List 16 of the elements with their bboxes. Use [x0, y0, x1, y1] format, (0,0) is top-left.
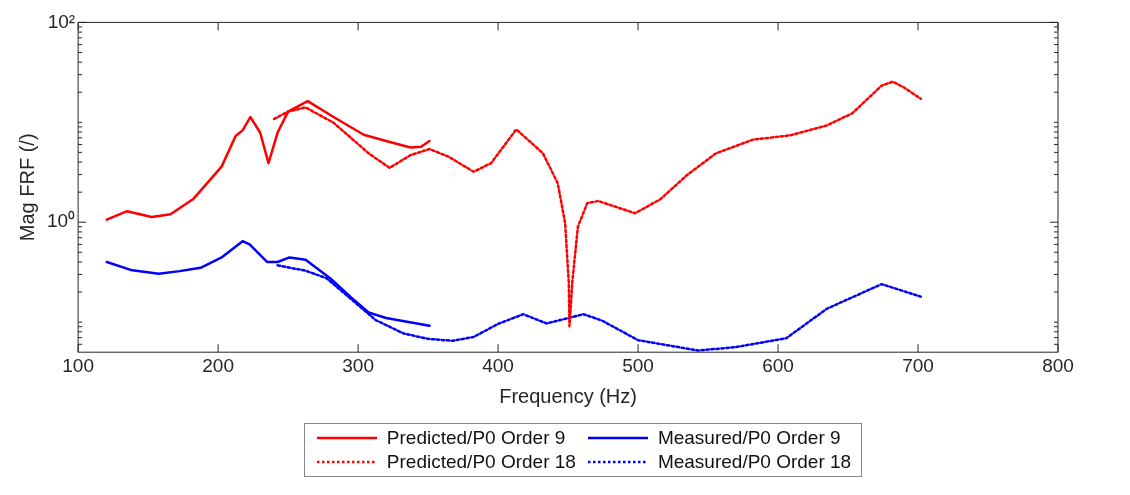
x-tick-label: 600	[762, 354, 794, 376]
y-tick-label: 10²	[47, 10, 76, 32]
x-tick-label: 300	[342, 354, 374, 376]
x-tick-label: 500	[622, 354, 654, 376]
x-tick-label: 400	[482, 354, 514, 376]
x-tick-label: 100	[62, 354, 94, 376]
x-tick-label: 800	[1042, 354, 1074, 376]
legend-label: Predicted/P0 Order 18	[386, 451, 576, 473]
y-axis-title: Mag FRF (/)	[15, 133, 38, 242]
x-tick-label: 200	[202, 354, 234, 376]
x-tick-label: 700	[902, 354, 934, 376]
legend-label: Predicted/P0 Order 9	[386, 427, 566, 449]
x-axis-title: Frequency (Hz)	[499, 384, 637, 407]
y-tick-label: 10⁰	[46, 210, 76, 232]
legend-label: Measured/P0 Order 9	[657, 427, 841, 449]
legend-label: Measured/P0 Order 18	[657, 451, 852, 473]
